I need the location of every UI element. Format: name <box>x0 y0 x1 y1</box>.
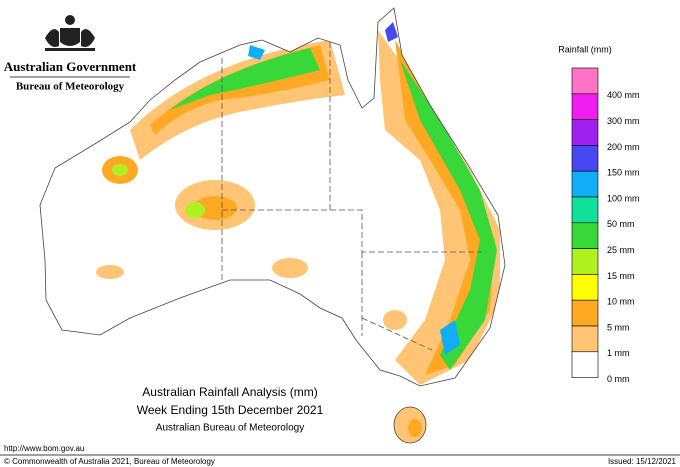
legend-swatch <box>571 170 599 198</box>
title-line3: Australian Bureau of Meteorology <box>156 423 304 434</box>
map <box>39 7 506 444</box>
legend-swatch <box>571 248 599 275</box>
legend-swatch <box>571 67 599 95</box>
title-line2: Week Ending 15th December 2021 <box>137 403 324 417</box>
legend-label: 15 mm <box>607 271 635 281</box>
legend-label: 150 mm <box>607 168 640 178</box>
legend-swatch <box>571 145 599 172</box>
legend-swatch <box>571 222 599 249</box>
crest <box>45 15 95 51</box>
government: Australian Government <box>4 59 137 74</box>
copyright: © Commonwealth of Australia 2021, Bureau… <box>4 457 215 466</box>
legend-label: 300 mm <box>607 116 640 126</box>
legend-swatch <box>571 119 599 146</box>
agency: Bureau of Meteorology <box>16 81 125 93</box>
legend-swatch <box>571 351 599 378</box>
legend-label: 200 mm <box>607 142 640 152</box>
legend-label: 5 mm <box>607 322 630 332</box>
legend-swatch <box>571 93 599 120</box>
legend-label: 10 mm <box>607 297 635 307</box>
legend-swatch <box>571 299 599 327</box>
legend-label: 100 mm <box>607 193 640 203</box>
issued: Issued: 15/12/2021 <box>608 457 677 466</box>
title-line1: Australian Rainfall Analysis (mm) <box>142 385 317 399</box>
legend-swatch <box>571 325 599 353</box>
legend-label: 400 mm <box>607 90 640 100</box>
legend-label: 0 mm <box>607 374 630 384</box>
legend-label: 25 mm <box>607 245 635 255</box>
legend-title: Rainfall (mm) <box>558 44 612 54</box>
legend-label: 1 mm <box>607 348 630 358</box>
legend: 400 mm 300 mm 200 mm 150 mm 100 mm 50 mm 25 mm… <box>571 67 640 384</box>
legend-swatch <box>571 274 599 301</box>
legend-label: 50 mm <box>607 219 635 229</box>
url: http://www.bom.gov.au <box>4 444 84 453</box>
legend-swatch <box>571 196 599 224</box>
